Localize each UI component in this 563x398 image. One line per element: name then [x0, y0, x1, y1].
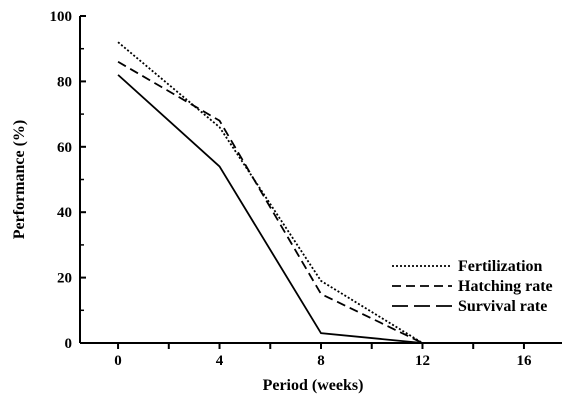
x-tick-label: 4 — [216, 353, 224, 369]
series-line-fertilization — [117, 41, 423, 344]
y-axis-label: Performance (%) — [11, 120, 28, 240]
y-tick-label: 40 — [57, 205, 72, 221]
x-tick-label: 8 — [317, 353, 325, 369]
x-tick-label: 12 — [415, 353, 430, 369]
x-axis-label: Period (weeks) — [263, 377, 364, 394]
series-line-hatching-rate — [117, 61, 423, 344]
y-tick-label: 80 — [57, 74, 72, 90]
y-tick-label: 20 — [57, 271, 72, 287]
x-tick-label: 16 — [516, 353, 532, 369]
y-tick-label: 0 — [65, 336, 73, 352]
x-tick-label: 0 — [114, 353, 122, 369]
legend: Fertilization Hatching rate Survival rate — [392, 258, 553, 315]
legend-label: Fertilization — [458, 258, 543, 275]
legend-label: Hatching rate — [458, 278, 553, 295]
y-tick-label: 100 — [50, 9, 73, 25]
series-line-survival-rate — [117, 74, 423, 344]
y-ticks: 0 20 40 60 80 100 — [50, 9, 86, 352]
series-lines — [117, 41, 423, 344]
legend-label: Survival rate — [458, 298, 547, 315]
y-tick-label: 60 — [57, 140, 72, 156]
x-ticks: 0 4 8 12 16 — [114, 343, 532, 369]
